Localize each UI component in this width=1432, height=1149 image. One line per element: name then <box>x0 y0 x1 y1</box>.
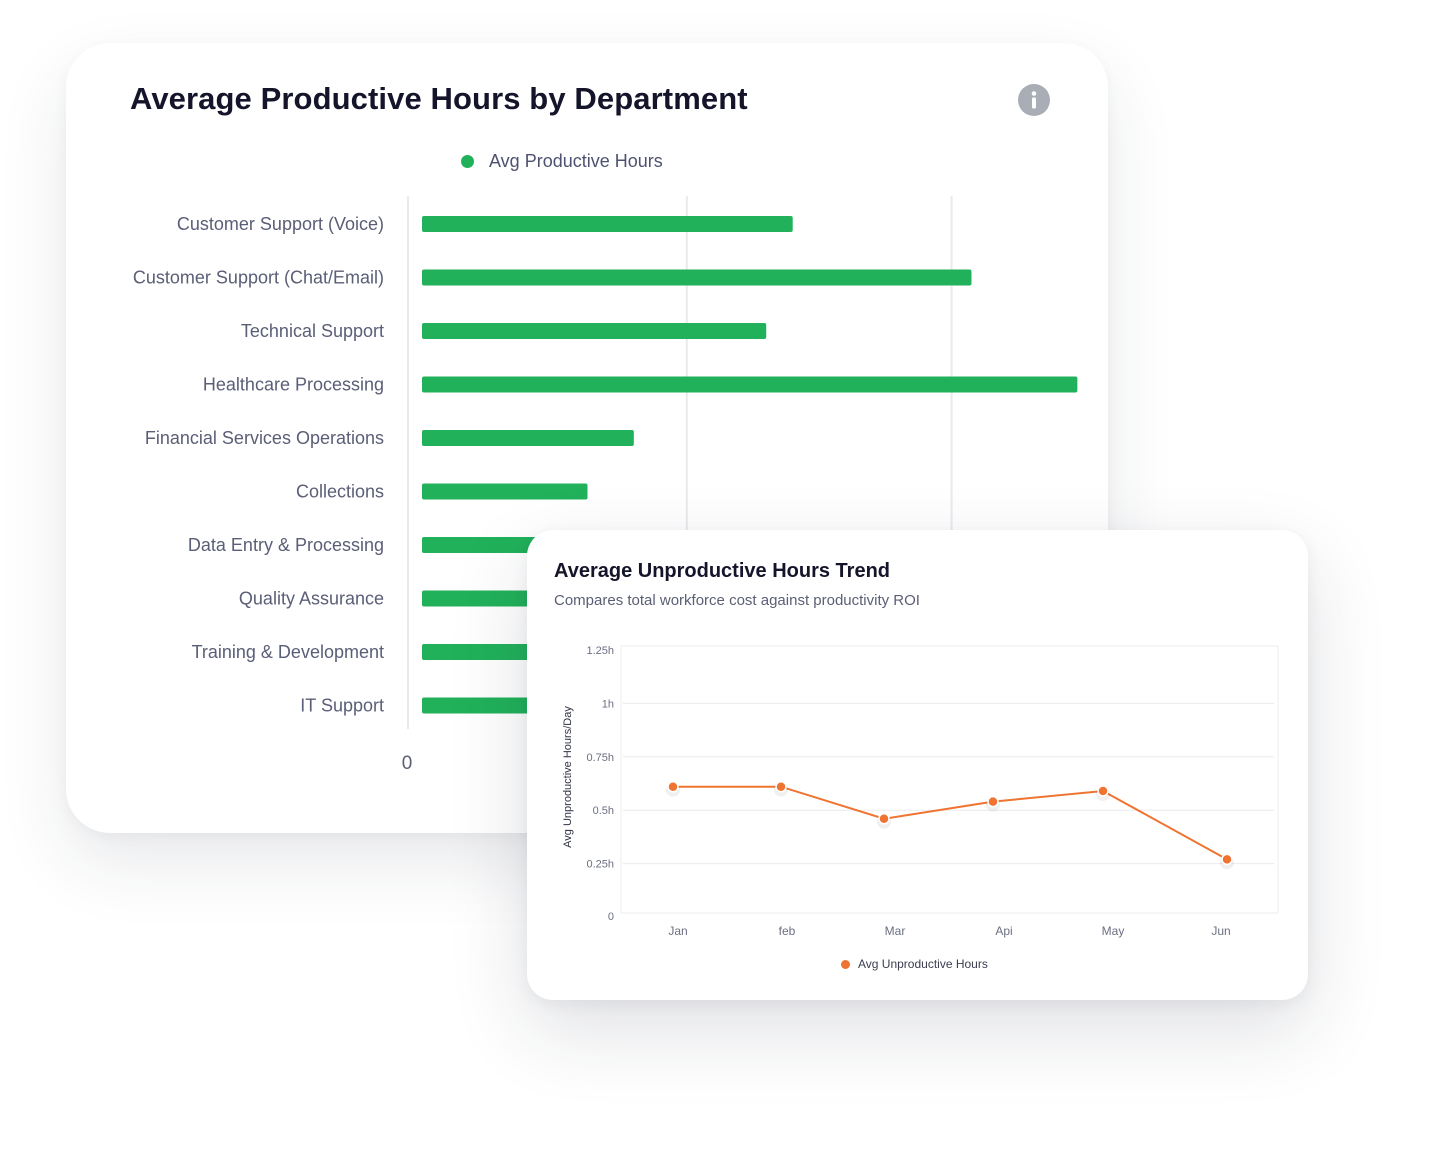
productive-legend: Avg Productive Hours <box>461 151 663 172</box>
unproductive-line <box>673 785 1228 861</box>
bar-category-label: Healthcare Processing <box>203 375 384 395</box>
bar-category-label: IT Support <box>300 696 384 716</box>
unproductive-hours-line-chart: 0 0.25h 0.5h 0.75h 1h 1.25h Avg Unproductive H… <box>562 645 1279 938</box>
line-y-tick-label: 0.25h <box>586 859 614 871</box>
bar-category-label: Training & Development <box>192 642 384 662</box>
line-x-tick-label: feb <box>779 924 796 938</box>
line-y-axis-title: Avg Unproductive Hours/Day <box>562 706 574 848</box>
bar-category-label: Technical Support <box>241 321 384 341</box>
line-x-tick-label: Api <box>995 924 1012 938</box>
bar-category-label: Customer Support (Voice) <box>177 214 384 234</box>
line-y-tick-label: 0 <box>608 911 614 923</box>
line-chart-plot-frame <box>620 645 1279 914</box>
productive-legend-label: Avg Productive Hours <box>489 151 663 171</box>
productive-bar <box>422 216 793 232</box>
line-x-tick-label: May <box>1102 924 1125 938</box>
unproductive-point <box>878 812 890 825</box>
unproductive-legend: Avg Unproductive Hours <box>841 957 988 971</box>
productive-bar <box>422 483 588 500</box>
unproductive-hours-subtitle: Compares total workforce cost against pr… <box>554 592 920 609</box>
productive-legend-dot <box>461 155 474 168</box>
info-icon[interactable] <box>1018 84 1050 116</box>
unproductive-point <box>775 780 787 793</box>
unproductive-hours-card: Average Unproductive Hours Trend Compare… <box>527 530 1308 1000</box>
unproductive-point <box>1097 785 1109 797</box>
line-x-tick-label: Mar <box>885 924 906 938</box>
bar-category-label: Collections <box>296 482 384 502</box>
unproductive-point <box>987 795 999 808</box>
line-y-tick-label: 1h <box>602 698 614 710</box>
unproductive-point <box>667 780 679 793</box>
productive-bar <box>422 269 972 286</box>
productive-bar <box>422 430 634 446</box>
productive-hours-bar-chart: Customer Support (Voice) Customer Support… <box>133 196 1078 774</box>
productive-bar <box>422 323 767 339</box>
unproductive-point <box>1221 853 1233 866</box>
line-x-tick-label: Jun <box>1211 924 1230 938</box>
bar-category-label: Quality Assurance <box>239 589 384 609</box>
line-y-tick-label: 0.75h <box>586 752 614 764</box>
line-x-tick-label: Jan <box>668 924 687 938</box>
unproductive-hours-title: Average Unproductive Hours Trend <box>554 560 890 582</box>
unproductive-legend-dot <box>841 959 850 969</box>
bar-x-tick-label: 0 <box>402 753 413 774</box>
productive-bar <box>422 376 1078 393</box>
line-y-tick-label: 0.5h <box>593 805 614 817</box>
line-y-tick-label: 1.25h <box>586 645 614 657</box>
bar-category-label: Data Entry & Processing <box>188 535 384 555</box>
productive-hours-title: Average Productive Hours by Department <box>130 81 748 116</box>
bar-category-label: Customer Support (Chat/Email) <box>133 268 384 288</box>
bar-category-label: Financial Services Operations <box>145 428 384 448</box>
info-glyph <box>1031 91 1037 109</box>
unproductive-legend-label: Avg Unproductive Hours <box>858 957 988 971</box>
